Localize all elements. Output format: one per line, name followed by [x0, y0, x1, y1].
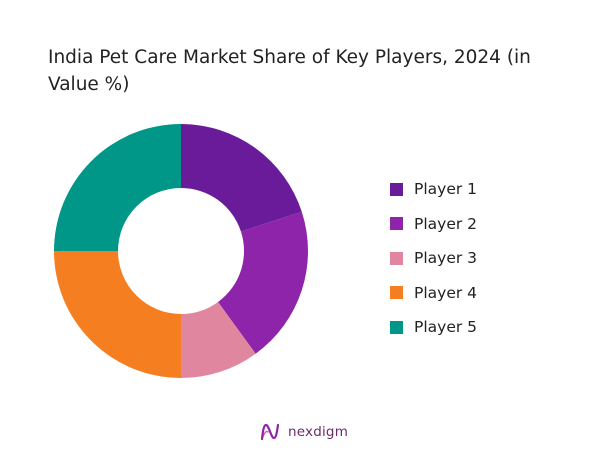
legend-label: Player 1 [414, 180, 478, 199]
brand-name: nexdigm [288, 424, 349, 440]
donut-slice-player-3 [181, 301, 256, 378]
legend-item: Player 5 [390, 310, 477, 345]
legend-swatch [390, 182, 403, 196]
donut-slice-player-1 [181, 124, 302, 232]
chart-title: India Pet Care Market Share of Key Playe… [48, 47, 531, 95]
donut-slice-player-4 [54, 251, 181, 378]
donut-slices [54, 124, 308, 378]
legend-label: Player 2 [414, 214, 478, 233]
legend-item: Player 3 [390, 241, 477, 276]
legend-swatch [390, 217, 403, 231]
legend-item: Player 4 [390, 276, 477, 311]
legend-item: Player 1 [390, 172, 477, 207]
legend-label: Player 5 [414, 318, 478, 337]
legend-swatch [390, 286, 403, 300]
legend-item: Player 2 [390, 207, 477, 242]
legend-swatch [390, 251, 403, 265]
donut-slice-player-5 [54, 124, 181, 251]
legend-swatch [390, 320, 403, 334]
nexdigm-logo-icon [260, 423, 280, 441]
legend-label: Player 4 [414, 283, 478, 302]
brand-footer: nexdigm [259, 422, 348, 442]
chart-legend: Player 1 Player 2 Player 3 Player 4 Player 5 [390, 172, 477, 345]
donut-slice-player-2 [218, 211, 308, 354]
legend-label: Player 3 [414, 249, 478, 268]
